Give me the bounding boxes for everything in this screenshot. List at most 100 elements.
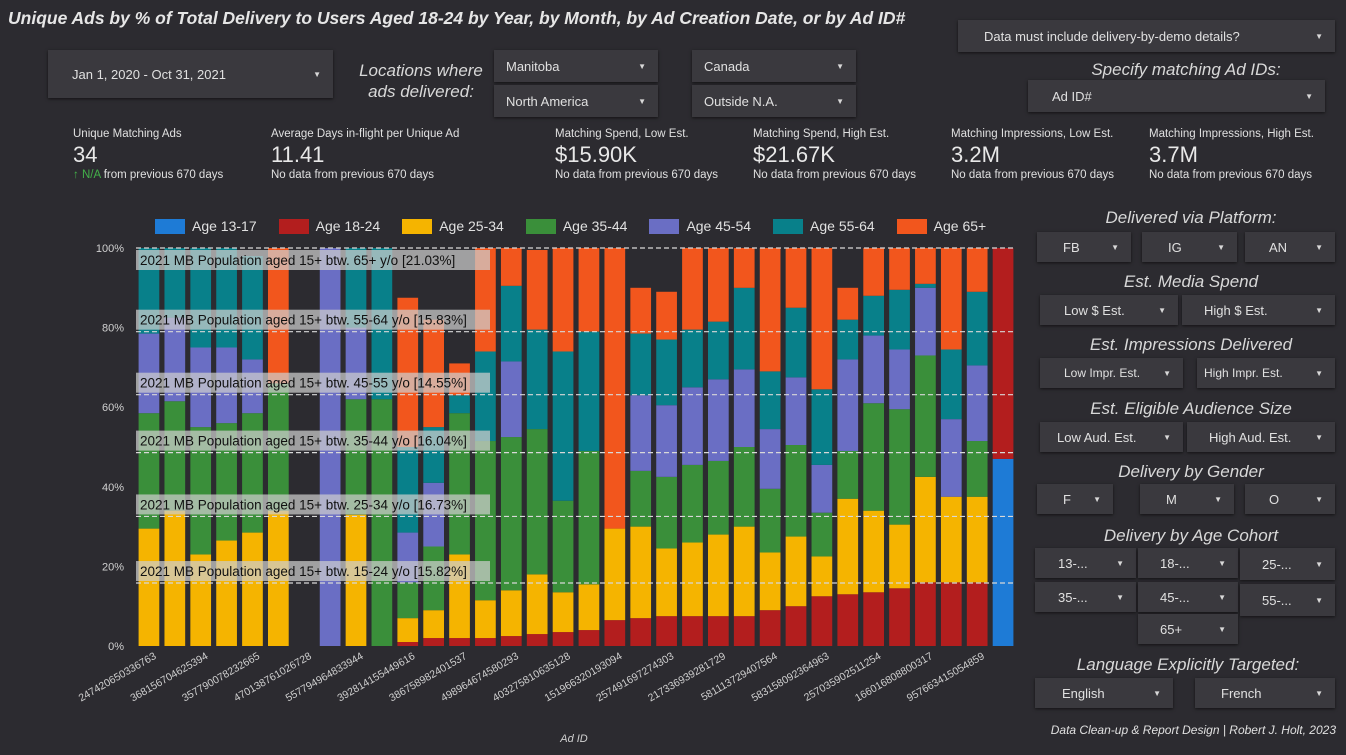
language-english-dropdown[interactable]: English ▼ xyxy=(1035,678,1173,708)
legend-item[interactable]: Age 65+ xyxy=(896,218,986,234)
date-range-picker[interactable]: Jan 1, 2020 - Oct 31, 2021 ▼ xyxy=(48,50,333,98)
spend-high-dropdown[interactable]: High $ Est. ▼ xyxy=(1182,295,1335,325)
bar-segment xyxy=(889,588,910,646)
legend-label: Age 13-17 xyxy=(192,218,257,234)
age-35-dropdown[interactable]: 35-... ▼ xyxy=(1035,582,1136,612)
audience-high-dropdown[interactable]: High Aud. Est. ▼ xyxy=(1187,422,1335,452)
bar-segment xyxy=(759,552,781,611)
bar-segment xyxy=(475,638,496,646)
location-outside-na-dropdown[interactable]: Outside N.A. ▼ xyxy=(692,85,856,117)
reference-label-background xyxy=(136,309,490,330)
age-55-dropdown[interactable]: 55-... ▼ xyxy=(1240,584,1335,616)
kpi-comparison-text: No data from previous 670 days xyxy=(1149,169,1313,181)
bar-segment xyxy=(915,248,936,284)
kpi-comparison-text: No data from previous 670 days xyxy=(753,169,917,181)
bar-segment xyxy=(500,437,522,591)
bar-segment xyxy=(164,401,186,511)
chevron-down-icon: ▼ xyxy=(1305,91,1313,101)
age-45-dropdown[interactable]: 45-... ▼ xyxy=(1138,582,1238,612)
bar-segment xyxy=(837,319,859,360)
y-tick-label: 20% xyxy=(102,561,124,573)
bar-segment xyxy=(889,289,910,350)
bar-segment xyxy=(682,248,703,330)
bar-segment xyxy=(552,500,574,593)
bar-segment xyxy=(733,526,755,617)
y-tick-label: 100% xyxy=(96,243,124,255)
bar-segment xyxy=(759,610,781,646)
reference-line-label: 2021 MB Population aged 15+ btw. 45-55 y… xyxy=(140,376,467,391)
age-18-dropdown[interactable]: 18-... ▼ xyxy=(1138,548,1238,578)
legend-item[interactable]: Age 55-64 xyxy=(773,218,875,234)
chevron-down-icon: ▼ xyxy=(1315,595,1323,605)
kpi-label: Matching Spend, Low Est. xyxy=(555,128,689,140)
bar-segment xyxy=(966,441,988,497)
location-manitoba-dropdown[interactable]: Manitoba ▼ xyxy=(494,50,658,82)
bar-segment xyxy=(656,339,677,406)
audience-low-dropdown[interactable]: Low Aud. Est. ▼ xyxy=(1040,422,1183,452)
chevron-down-icon: ▼ xyxy=(1315,242,1323,252)
gender-f-dropdown[interactable]: F ▼ xyxy=(1037,484,1113,514)
bar-segment xyxy=(397,582,419,619)
language-english-label: English xyxy=(1062,685,1105,701)
legend-item[interactable]: Age 13-17 xyxy=(155,218,257,234)
legend-item[interactable]: Age 25-34 xyxy=(402,218,504,234)
impressions-title: Est. Impressions Delivered xyxy=(1089,335,1293,354)
bar-segment xyxy=(397,297,419,447)
location-north-america-dropdown[interactable]: North America ▼ xyxy=(494,85,658,117)
language-french-label: French xyxy=(1221,685,1262,701)
reference-line-label: 2021 MB Population aged 15+ btw. 35-44 y… xyxy=(140,434,467,449)
bar-segment xyxy=(552,248,574,352)
age-65-label: 65+ xyxy=(1160,621,1183,637)
kpi-label: Unique Matching Ads xyxy=(73,128,182,140)
kpi-comparison-text: No data from previous 670 days xyxy=(555,169,719,181)
chevron-down-icon: ▼ xyxy=(1163,432,1171,442)
spend-low-dropdown[interactable]: Low $ Est. ▼ xyxy=(1040,295,1178,325)
bar-segment xyxy=(578,630,600,646)
location-canada-dropdown[interactable]: Canada ▼ xyxy=(692,50,856,82)
bar-segment xyxy=(837,287,859,320)
gender-o-dropdown[interactable]: O ▼ xyxy=(1245,484,1335,514)
age-13-dropdown[interactable]: 13-... ▼ xyxy=(1035,548,1136,578)
chevron-down-icon: ▼ xyxy=(1315,305,1323,315)
impressions-low-dropdown[interactable]: Low Impr. Est. ▼ xyxy=(1040,358,1183,388)
bar-segment xyxy=(526,249,548,330)
age-25-dropdown[interactable]: 25-... ▼ xyxy=(1240,548,1335,580)
platform-ig-dropdown[interactable]: IG ▼ xyxy=(1142,232,1237,262)
platform-an-dropdown[interactable]: AN ▼ xyxy=(1245,232,1335,262)
demo-details-dropdown[interactable]: Data must include delivery-by-demo detai… xyxy=(958,20,1335,52)
legend-item[interactable]: Age 45-54 xyxy=(649,218,751,234)
audience-high-label: High Aud. Est. xyxy=(1209,429,1292,445)
chevron-down-icon: ▼ xyxy=(836,96,844,106)
kpi-value: 11.41 xyxy=(271,142,325,167)
platform-fb-dropdown[interactable]: FB ▼ xyxy=(1037,232,1131,262)
gender-m-dropdown[interactable]: M ▼ xyxy=(1140,484,1234,514)
chevron-down-icon: ▼ xyxy=(1153,688,1161,698)
bar-segment xyxy=(915,355,936,477)
kpi-comparison-text: from previous 670 days xyxy=(103,169,224,181)
bar-segment xyxy=(708,616,729,646)
age-65-dropdown[interactable]: 65+ ▼ xyxy=(1138,614,1238,644)
bar-segment xyxy=(837,498,859,595)
age-13-label: 13-... xyxy=(1058,555,1088,571)
bar-segment xyxy=(578,331,600,451)
legend-item[interactable]: Age 35-44 xyxy=(525,218,627,234)
impressions-high-dropdown[interactable]: High Impr. Est. ▼ xyxy=(1197,358,1335,388)
language-french-dropdown[interactable]: French ▼ xyxy=(1195,678,1335,708)
bar-segment xyxy=(915,582,936,646)
bar-segment xyxy=(630,333,652,396)
bar-segment xyxy=(837,594,859,646)
bar-segment xyxy=(733,616,755,646)
legend-item[interactable]: Age 18-24 xyxy=(278,218,380,234)
kpi-label: Matching Impressions, Low Est. xyxy=(951,128,1114,140)
chevron-down-icon: ▼ xyxy=(1218,624,1226,634)
ad-id-dropdown[interactable]: Ad ID# ▼ xyxy=(1028,80,1325,112)
bar-segment xyxy=(500,590,522,637)
gender-m-label: M xyxy=(1166,491,1177,507)
bar-segment xyxy=(423,482,444,547)
bar-segment xyxy=(500,636,522,646)
bar-segment xyxy=(889,248,910,290)
kpi-value: 3.7M xyxy=(1149,142,1198,167)
bar-segment xyxy=(682,329,703,388)
bar-segment xyxy=(682,464,703,543)
chevron-down-icon: ▼ xyxy=(1315,559,1323,569)
